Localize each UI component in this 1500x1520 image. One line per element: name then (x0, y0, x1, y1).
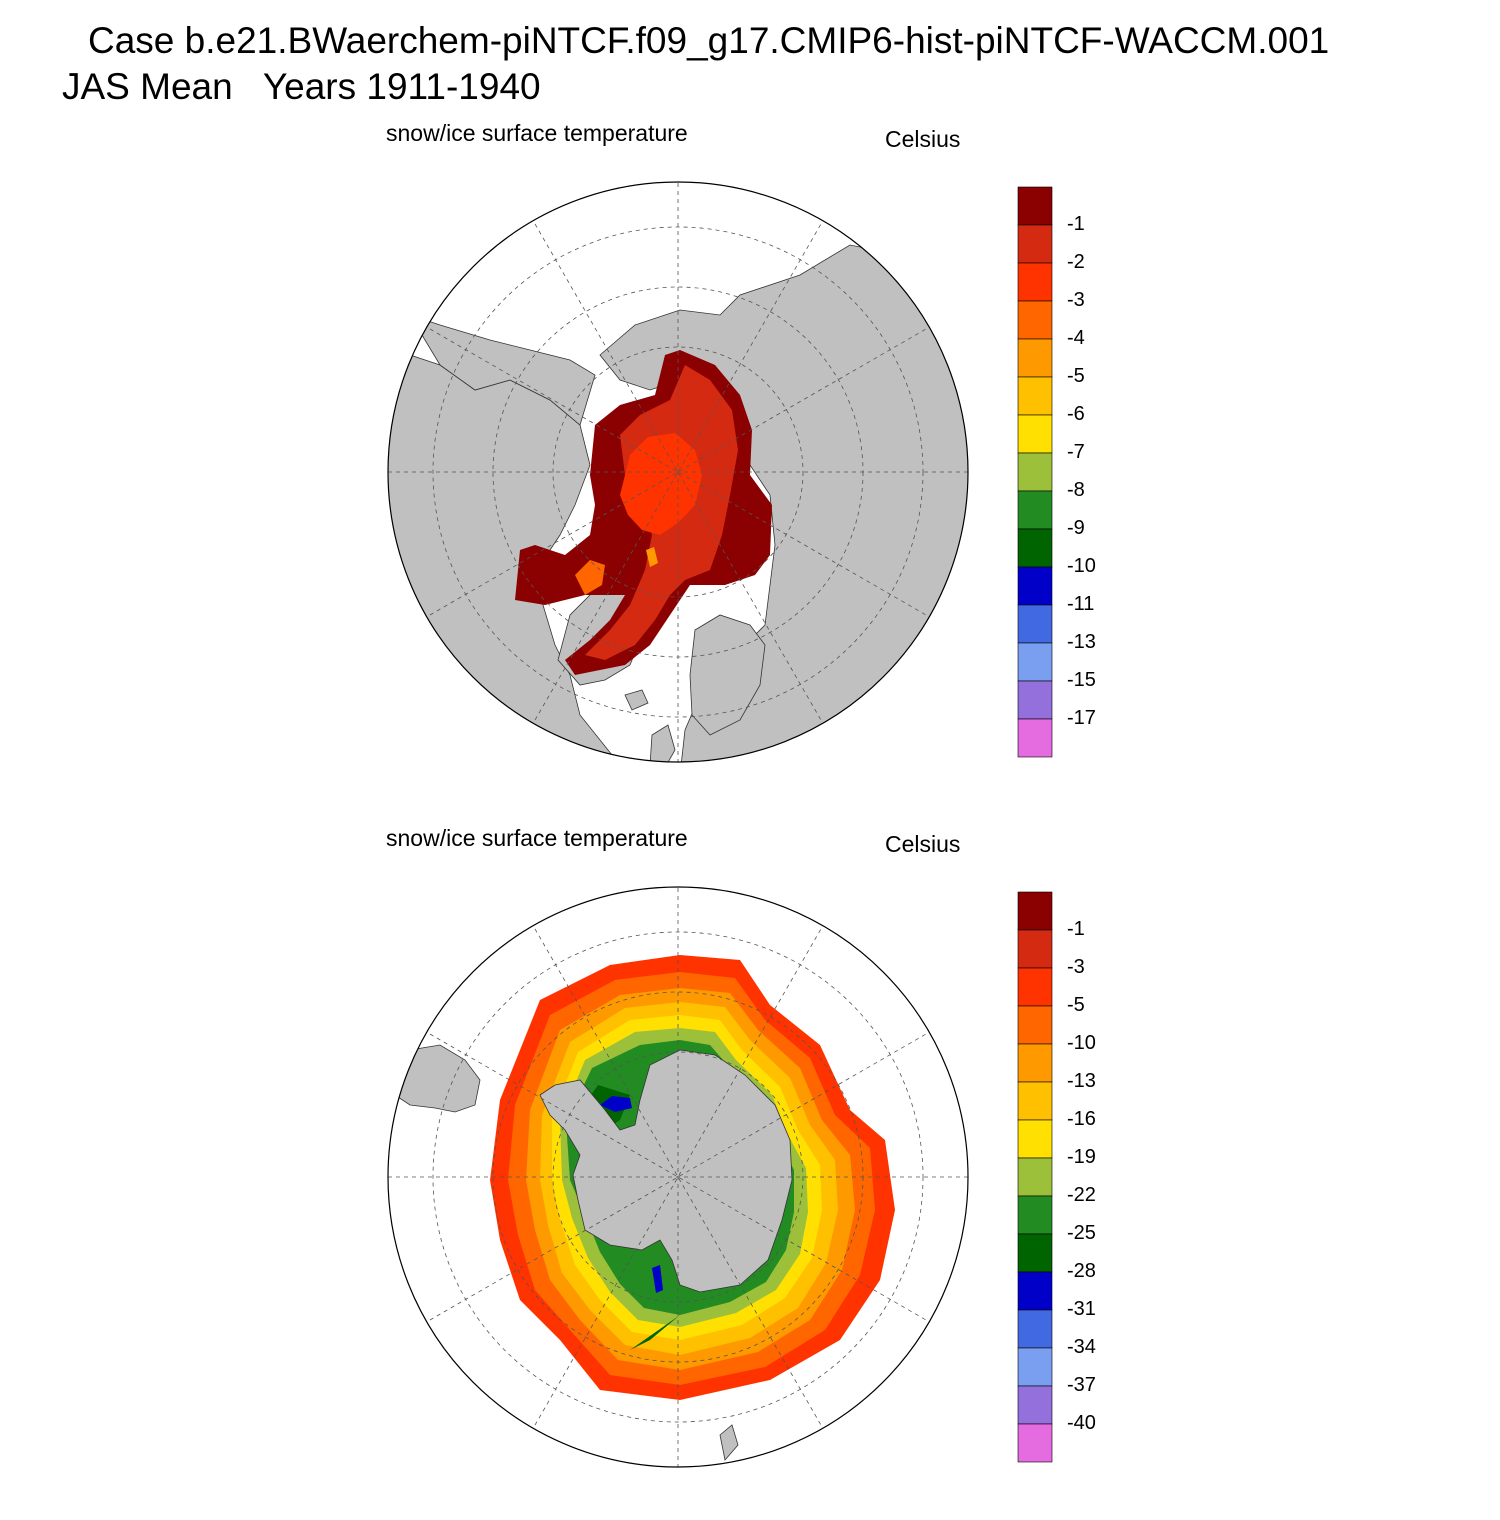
ice-band-9 (600, 1096, 663, 1293)
sea-ice-field (515, 350, 772, 675)
land-new-zealand (719, 1424, 739, 1461)
colorbar-swatch (1017, 1081, 1053, 1121)
land-iceland (624, 689, 649, 711)
colorbar-tick-label: -17 (1067, 707, 1096, 729)
colorbar-tick-label: -6 (1067, 403, 1085, 425)
colorbar-tick-label: -31 (1067, 1298, 1096, 1320)
colorbar-tick-label: -5 (1067, 994, 1085, 1016)
colorbar-swatch (1017, 1309, 1053, 1349)
colorbar-swatch (1017, 414, 1053, 454)
antarctic-panel: snow/ice surface temperature Celsius (0, 815, 1500, 1520)
colorbar-tick-label: -10 (1067, 555, 1096, 577)
colorbar-tick-label: -10 (1067, 1032, 1096, 1054)
map-boundary (387, 181, 969, 763)
panel-units: Celsius (885, 831, 961, 857)
colorbar (1010, 885, 1060, 1470)
colorbar-tick-label: -9 (1067, 517, 1085, 539)
colorbar-swatch (1017, 1423, 1053, 1463)
colorbar-swatch (1017, 1195, 1053, 1235)
colorbar-swatch (1017, 452, 1053, 492)
colorbar-tick-label: -2 (1067, 251, 1085, 273)
colorbar-tick-label: -3 (1067, 956, 1085, 978)
colorbar-swatch (1017, 718, 1053, 758)
colorbar (1010, 180, 1060, 765)
colorbar-tick-label: -28 (1067, 1260, 1096, 1282)
colorbar-tick-label: -34 (1067, 1336, 1096, 1358)
panel-title: snow/ice surface temperature (386, 825, 688, 851)
colorbar-tick-label: -8 (1067, 479, 1085, 501)
colorbar-swatch (1017, 642, 1053, 682)
colorbar-swatch (1017, 1347, 1053, 1387)
colorbar-swatch (1017, 604, 1053, 644)
colorbar-tick-label: -25 (1067, 1222, 1096, 1244)
colorbar-tick-label: -37 (1067, 1374, 1096, 1396)
colorbar-tick-label: -22 (1067, 1184, 1096, 1206)
colorbar-swatch (1017, 1271, 1053, 1311)
colorbar-tick-label: -16 (1067, 1108, 1096, 1130)
colorbar-swatch (1017, 490, 1053, 530)
colorbar-swatch (1017, 224, 1053, 264)
ice-band-5 (646, 547, 658, 567)
colorbar-swatch (1017, 566, 1053, 606)
panel-title: snow/ice surface temperature (386, 120, 688, 146)
colorbar-swatch (1017, 186, 1053, 226)
colorbar-swatches (1017, 891, 1053, 1463)
ice-band-3 (620, 433, 702, 535)
colorbar-tick-label: -7 (1067, 441, 1085, 463)
colorbar-swatch (1017, 1385, 1053, 1425)
arctic-panel: snow/ice surface temperature Celsius (0, 110, 1500, 815)
colorbar-tick-label: -1 (1067, 213, 1085, 235)
colorbar-tick-label: -13 (1067, 1070, 1096, 1092)
colorbar-swatch (1017, 262, 1053, 302)
colorbar-swatch (1017, 528, 1053, 568)
colorbar-swatch (1017, 300, 1053, 340)
land-scandinavia (689, 614, 766, 736)
colorbar-swatch (1017, 1157, 1053, 1197)
colorbar-swatch (1017, 967, 1053, 1007)
colorbar-tick-label: -40 (1067, 1412, 1096, 1434)
graticule (388, 887, 968, 1467)
period-title: JAS Mean Years 1911-1940 (62, 66, 541, 107)
colorbar-tick-label: -19 (1067, 1146, 1096, 1168)
colorbar-swatch (1017, 338, 1053, 378)
colorbar-swatches (1017, 186, 1053, 758)
colorbar-tick-label: -5 (1067, 365, 1085, 387)
colorbar-swatch (1017, 891, 1053, 931)
ice-band-4 (575, 560, 605, 595)
colorbar-tick-label: -13 (1067, 631, 1096, 653)
colorbar-swatch (1017, 680, 1053, 720)
case-title: Case b.e21.BWaerchem-piNTCF.f09_g17.CMIP… (88, 20, 1330, 61)
colorbar-swatch (1017, 1233, 1053, 1273)
land-antarctica (539, 1049, 793, 1293)
colorbar-swatch (1017, 1043, 1053, 1083)
colorbar-swatch (1017, 929, 1053, 969)
colorbar-tick-label: -11 (1067, 593, 1095, 615)
map-boundary (387, 886, 969, 1468)
panel-units: Celsius (885, 126, 961, 152)
antarctic-map (387, 886, 969, 1468)
colorbar-swatch (1017, 1005, 1053, 1045)
colorbar-tick-label: -4 (1067, 327, 1085, 349)
colorbar-tick-label: -15 (1067, 669, 1096, 691)
arctic-map (387, 181, 969, 763)
colorbar-swatch (1017, 376, 1053, 416)
colorbar-tick-label: -1 (1067, 918, 1085, 940)
colorbar-swatch (1017, 1119, 1053, 1159)
graticule (388, 182, 968, 762)
colorbar-tick-label: -3 (1067, 289, 1085, 311)
